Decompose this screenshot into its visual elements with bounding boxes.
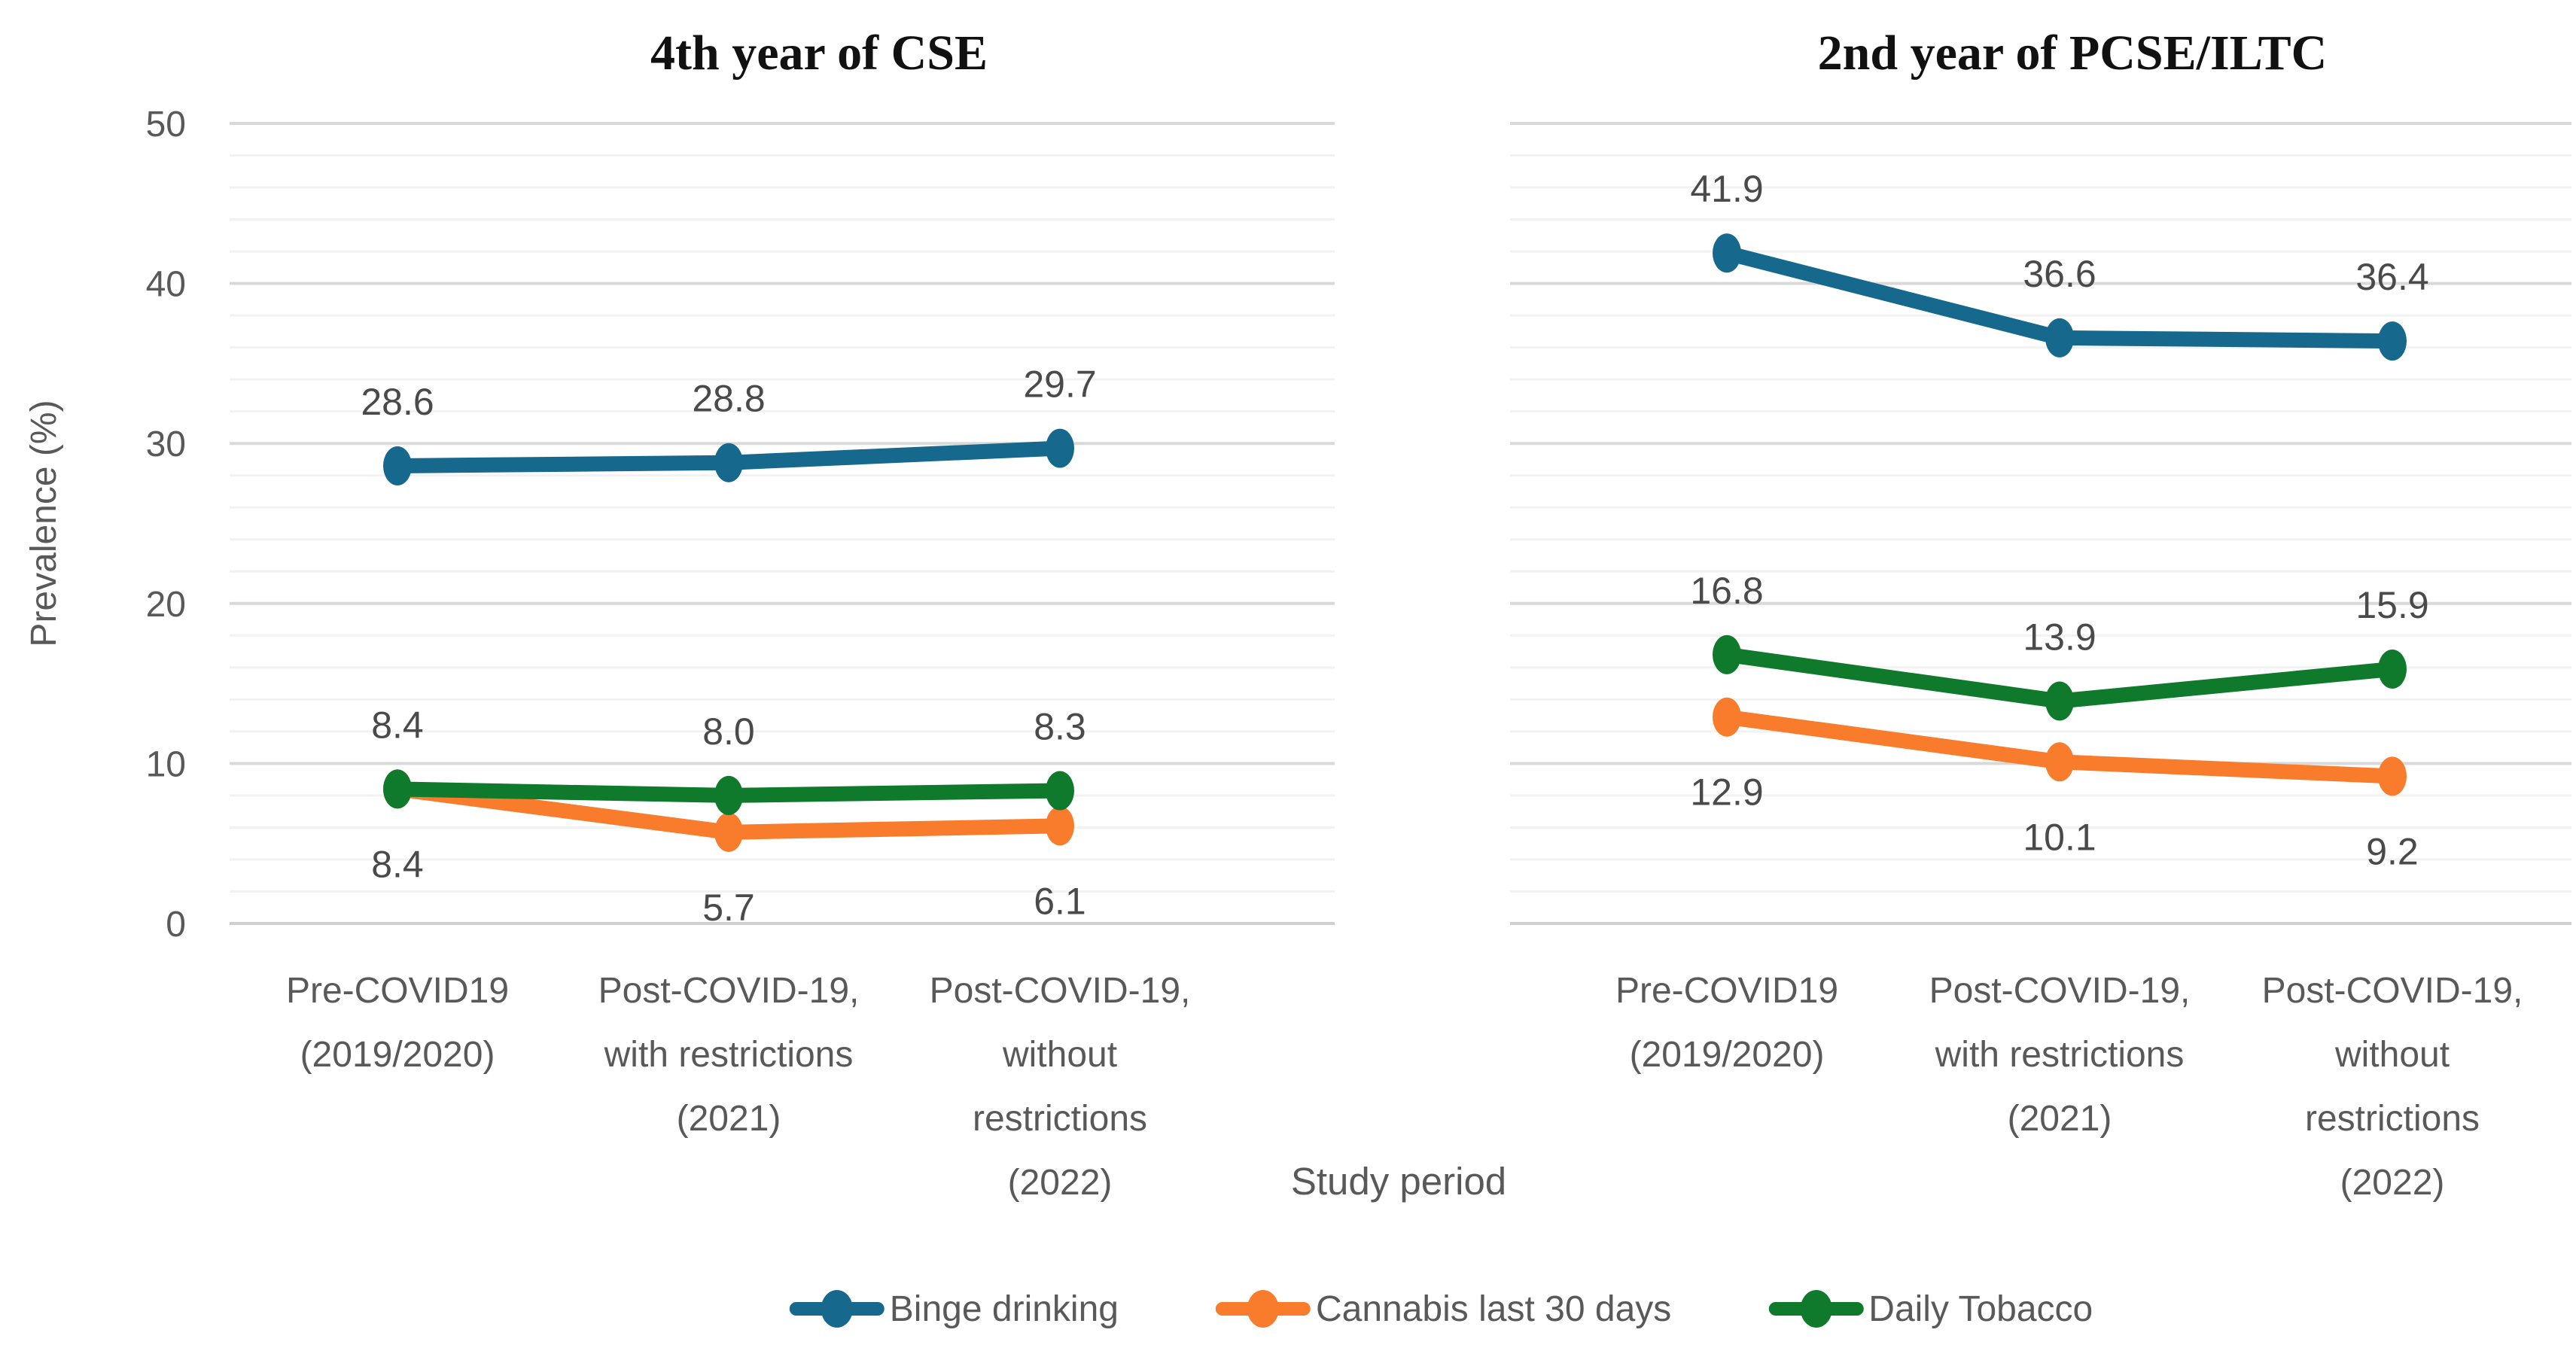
category-label: Post-COVID-19,withoutrestrictions(2022) [2262,971,2523,1203]
legend-item-binge-drinking: Binge drinking [789,1284,1119,1334]
data-label: 8.3 [1034,706,1086,748]
series-marker-daily-tobacco [383,769,412,808]
series-daily-tobacco: 16.8 13.9 15.9 [1690,570,2428,721]
y-tick-label: 0 [166,905,186,945]
legend: Binge drinking Cannabis last 30 days Daily… [789,1284,2093,1334]
chart-panel-4th-year-cse: 0 10 20 30 40 50 Prevalence (%) 4th year of CSE… [24,26,1335,1203]
data-label: 5.7 [702,887,755,929]
series-marker-binge-drinking [2378,321,2407,361]
figure-canvas: 0 10 20 30 40 50 Prevalence (%) 4th year of CSE… [0,0,2576,1360]
x-axis-category-labels: Pre-COVID19(2019/2020) Post-COVID-19,with… [286,971,1190,1203]
series-marker-binge-drinking [1713,233,1741,272]
series-marker-binge-drinking [714,443,743,482]
series-cannabis-last-30-days: 12.9 10.1 9.2 [1690,698,2418,873]
chart-panel-2nd-year-pcse-iltc: 2nd year of PCSE/ILTC Pre-COVID19(2019/20… [1510,26,2571,1203]
series-marker-daily-tobacco [1046,771,1074,811]
data-label: 41.9 [1690,168,1763,210]
legend-item-daily-tobacco: Daily Tobacco [1768,1284,2093,1334]
legend-dot [1800,1290,1832,1328]
cannabis-last-30-days-marker-icon [1215,1284,1311,1334]
series-marker-cannabis-last-30-days [1713,698,1741,737]
series-marker-cannabis-last-30-days [714,813,743,852]
data-label: 6.1 [1034,880,1086,922]
legend-item-label: Daily Tobacco [1868,1289,2093,1330]
binge-drinking-marker-icon [789,1284,885,1334]
legend-item-label: Binge drinking [890,1289,1119,1330]
category-label: Post-COVID-19,with restrictions(2021) [1929,971,2191,1139]
data-label: 28.8 [692,378,765,420]
data-label: 12.9 [1690,771,1763,814]
data-label: 8.0 [702,710,755,753]
data-label: 13.9 [2023,616,2096,658]
legend-item-cannabis-last-30-days: Cannabis last 30 days [1215,1284,1671,1334]
data-label: 10.1 [2023,816,2096,858]
series-marker-daily-tobacco [2045,681,2074,720]
category-label: Post-COVID-19,withoutrestrictions(2022) [930,971,1191,1203]
series-marker-daily-tobacco [2378,650,2407,689]
data-label: 15.9 [2355,584,2428,626]
charts-svg: 0 10 20 30 40 50 Prevalence (%) 4th year of CSE… [0,0,2576,1279]
series-marker-daily-tobacco [714,776,743,815]
series-binge-drinking: 28.6 28.8 29.7 [361,364,1096,485]
data-label: 28.6 [361,381,434,423]
series-marker-cannabis-last-30-days [2045,742,2074,781]
data-label: 16.8 [1690,570,1763,612]
data-label: 36.6 [2023,253,2096,295]
data-label: 9.2 [2366,830,2419,872]
x-axis-category-labels: Pre-COVID19(2019/2020) Post-COVID-19,with… [1615,971,2523,1203]
data-label: 8.4 [371,704,424,746]
data-label: 36.4 [2355,256,2428,298]
data-label: 8.4 [371,843,424,885]
series-marker-binge-drinking [383,446,412,485]
legend-dot [1247,1290,1279,1328]
y-axis-tick-labels: 0 10 20 30 40 50 [146,105,186,945]
chart-title: 2nd year of PCSE/ILTC [1818,26,2328,81]
y-tick-label: 50 [146,105,186,145]
chart-title: 4th year of CSE [650,26,988,81]
y-tick-label: 30 [146,424,186,464]
daily-tobacco-marker-icon [1768,1284,1864,1334]
series-marker-cannabis-last-30-days [2378,756,2407,796]
category-label: Pre-COVID19(2019/2020) [286,971,509,1075]
y-axis-title: Prevalence (%) [24,400,64,647]
category-label: Pre-COVID19(2019/2020) [1615,971,1838,1075]
gridlines [1510,123,2571,923]
y-tick-label: 20 [146,585,186,625]
y-tick-label: 10 [146,744,186,784]
legend-item-label: Cannabis last 30 days [1316,1289,1671,1330]
x-axis-title: Study period [1291,1159,1506,1203]
series-marker-binge-drinking [1046,429,1074,468]
series-marker-binge-drinking [2045,318,2074,357]
series-marker-cannabis-last-30-days [1046,806,1074,845]
y-tick-label: 40 [146,265,186,305]
category-label: Post-COVID-19,with restrictions(2021) [598,971,860,1139]
data-label: 29.7 [1023,364,1096,406]
series-binge-drinking: 41.9 36.6 36.4 [1690,168,2428,361]
series-marker-daily-tobacco [1713,635,1741,674]
legend-dot [821,1290,853,1328]
